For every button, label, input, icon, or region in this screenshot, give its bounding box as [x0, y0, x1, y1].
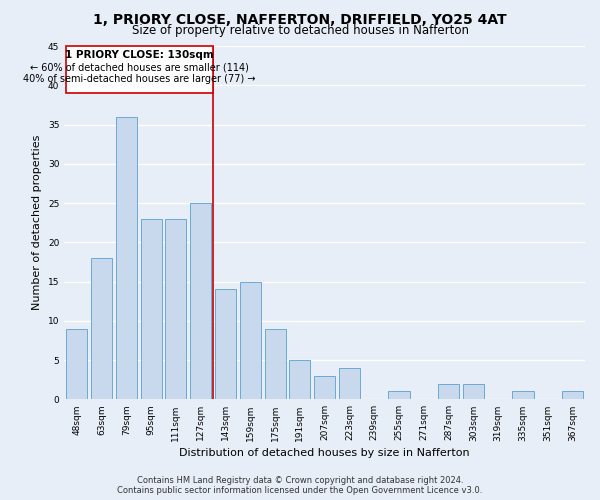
- Bar: [339, 368, 360, 400]
- Bar: [215, 290, 236, 400]
- Bar: [512, 392, 533, 400]
- Bar: [463, 384, 484, 400]
- Bar: [314, 376, 335, 400]
- FancyBboxPatch shape: [65, 46, 213, 93]
- Bar: [190, 203, 211, 400]
- Text: Contains HM Land Registry data © Crown copyright and database right 2024.: Contains HM Land Registry data © Crown c…: [137, 476, 463, 485]
- Text: 1, PRIORY CLOSE, NAFFERTON, DRIFFIELD, YO25 4AT: 1, PRIORY CLOSE, NAFFERTON, DRIFFIELD, Y…: [93, 12, 507, 26]
- Text: 40% of semi-detached houses are larger (77) →: 40% of semi-detached houses are larger (…: [23, 74, 256, 85]
- Text: Size of property relative to detached houses in Nafferton: Size of property relative to detached ho…: [131, 24, 469, 37]
- X-axis label: Distribution of detached houses by size in Nafferton: Distribution of detached houses by size …: [179, 448, 470, 458]
- Bar: [91, 258, 112, 400]
- Bar: [289, 360, 310, 400]
- Bar: [562, 392, 583, 400]
- Bar: [166, 218, 187, 400]
- Bar: [240, 282, 261, 400]
- Bar: [66, 328, 87, 400]
- Text: Contains public sector information licensed under the Open Government Licence v3: Contains public sector information licen…: [118, 486, 482, 495]
- Bar: [438, 384, 459, 400]
- Bar: [116, 116, 137, 400]
- Bar: [388, 392, 410, 400]
- Text: ← 60% of detached houses are smaller (114): ← 60% of detached houses are smaller (11…: [30, 62, 249, 72]
- Bar: [265, 328, 286, 400]
- Text: 1 PRIORY CLOSE: 130sqm: 1 PRIORY CLOSE: 130sqm: [65, 50, 214, 60]
- Y-axis label: Number of detached properties: Number of detached properties: [32, 135, 43, 310]
- Bar: [140, 218, 161, 400]
